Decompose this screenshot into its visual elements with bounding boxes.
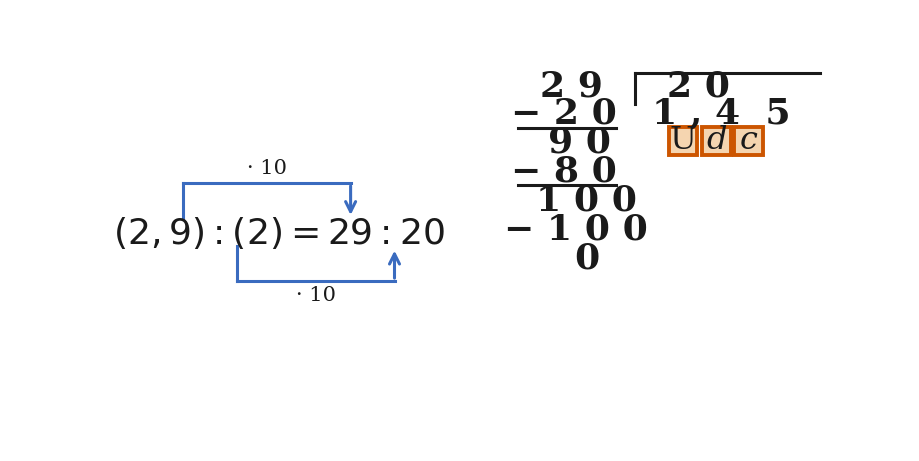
- Text: U: U: [669, 125, 696, 156]
- FancyBboxPatch shape: [701, 127, 730, 155]
- Text: · 10: · 10: [295, 286, 335, 305]
- FancyBboxPatch shape: [668, 127, 697, 155]
- Text: d: d: [706, 125, 726, 156]
- FancyBboxPatch shape: [733, 127, 762, 155]
- Text: c: c: [739, 125, 757, 156]
- Text: − 2 0: − 2 0: [510, 97, 616, 131]
- Text: 2 0: 2 0: [666, 70, 730, 104]
- Text: 1 , 4  5: 1 , 4 5: [652, 97, 790, 131]
- Text: · 10: · 10: [246, 159, 287, 178]
- Text: $(2,9):(2) = 29:20$: $(2,9):(2) = 29:20$: [113, 215, 444, 251]
- Text: 0: 0: [573, 242, 599, 276]
- Text: − 1 0 0: − 1 0 0: [503, 213, 647, 246]
- Text: − 8 0: − 8 0: [510, 154, 616, 189]
- Text: 1 0 0: 1 0 0: [536, 183, 637, 217]
- Text: 2 9: 2 9: [539, 70, 602, 104]
- Text: 9 0: 9 0: [547, 125, 610, 160]
